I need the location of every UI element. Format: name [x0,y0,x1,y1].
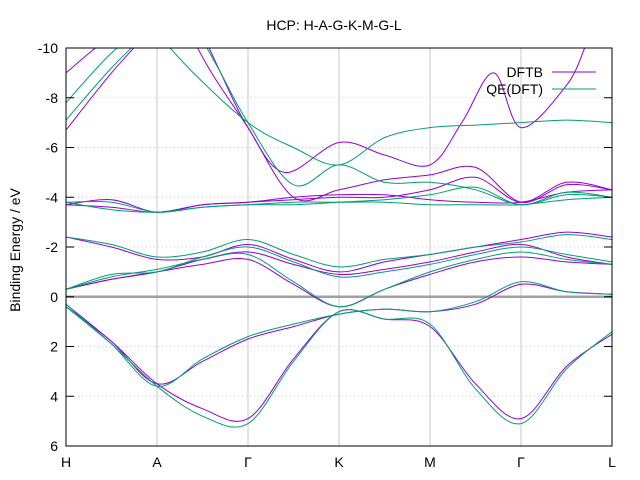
x-tick-label: K [334,454,344,470]
band-line [66,231,612,273]
x-tick-label: L [608,454,616,470]
band-line [196,48,612,203]
axis-ticks: -10 -8 -6 -4 -2 0 2 4 6H A Γ K M Γ L [38,40,616,470]
y-tick-label: 6 [50,438,58,454]
band-line [66,48,97,74]
band-line [66,281,612,387]
band-line [66,234,612,268]
x-tick-label: H [61,454,71,470]
band-series [66,48,612,428]
series-qe-dft [66,48,612,428]
y-tick-label: 0 [50,289,58,305]
y-tick-label: -4 [46,189,59,205]
legend-label: DFTB [506,64,543,80]
band-line [66,48,135,131]
x-tick-label: M [424,454,436,470]
y-tick-label: -6 [46,140,59,156]
y-axis-label: Binding Energy / eV [7,187,23,311]
chart-title: HCP: H-A-G-K-M-G-L [266,17,402,33]
band-line [66,246,612,290]
band-line [206,48,612,206]
band-line [169,48,612,166]
x-tick-label: A [152,454,162,470]
y-tick-label: -2 [46,239,59,255]
band-line [66,48,118,104]
y-tick-label: -10 [38,40,58,56]
grid-lines [66,48,612,446]
x-tick-label: Γ [517,454,525,470]
y-tick-label: -8 [46,90,59,106]
x-tick-label: Γ [244,454,252,470]
band-line [66,251,612,308]
legend-label: QE(DFT) [486,81,543,97]
y-tick-label: 4 [50,388,58,404]
y-tick-label: 2 [50,339,58,355]
band-line [66,48,132,121]
